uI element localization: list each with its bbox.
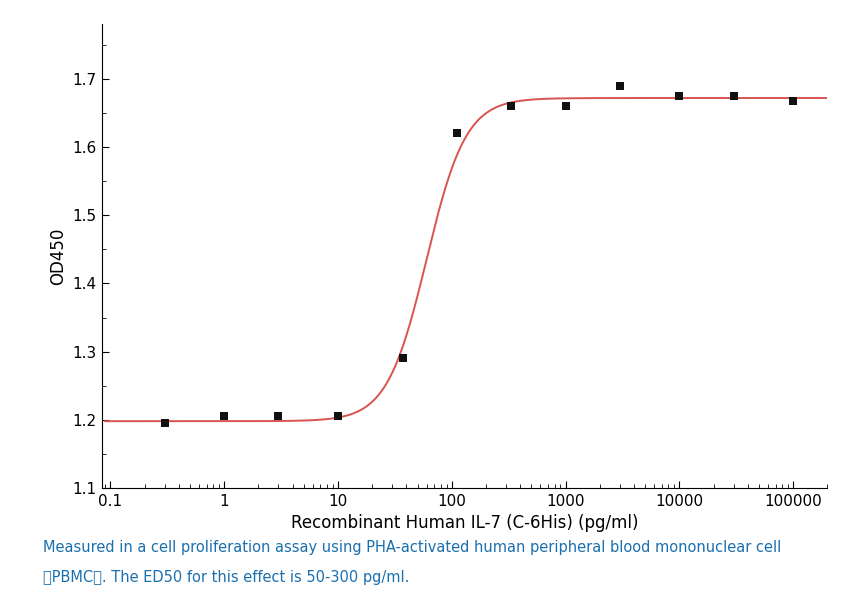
Text: （PBMC）. The ED50 for this effect is 50-300 pg/ml.: （PBMC）. The ED50 for this effect is 50-3… xyxy=(43,570,409,586)
Point xyxy=(613,81,626,91)
Point xyxy=(331,412,344,422)
Text: Measured in a cell proliferation assay using PHA-activated human peripheral bloo: Measured in a cell proliferation assay u… xyxy=(43,540,780,555)
Y-axis label: OD450: OD450 xyxy=(49,228,67,285)
Point xyxy=(450,129,463,138)
Point xyxy=(504,101,517,111)
Point xyxy=(395,354,409,364)
Point xyxy=(271,412,285,422)
Point xyxy=(671,91,685,101)
Point xyxy=(786,96,799,106)
Point xyxy=(726,91,740,101)
Point xyxy=(558,101,572,111)
Point xyxy=(158,418,171,428)
Point xyxy=(217,412,231,422)
X-axis label: Recombinant Human IL-7 (C-6His) (pg/ml): Recombinant Human IL-7 (C-6His) (pg/ml) xyxy=(291,514,638,532)
